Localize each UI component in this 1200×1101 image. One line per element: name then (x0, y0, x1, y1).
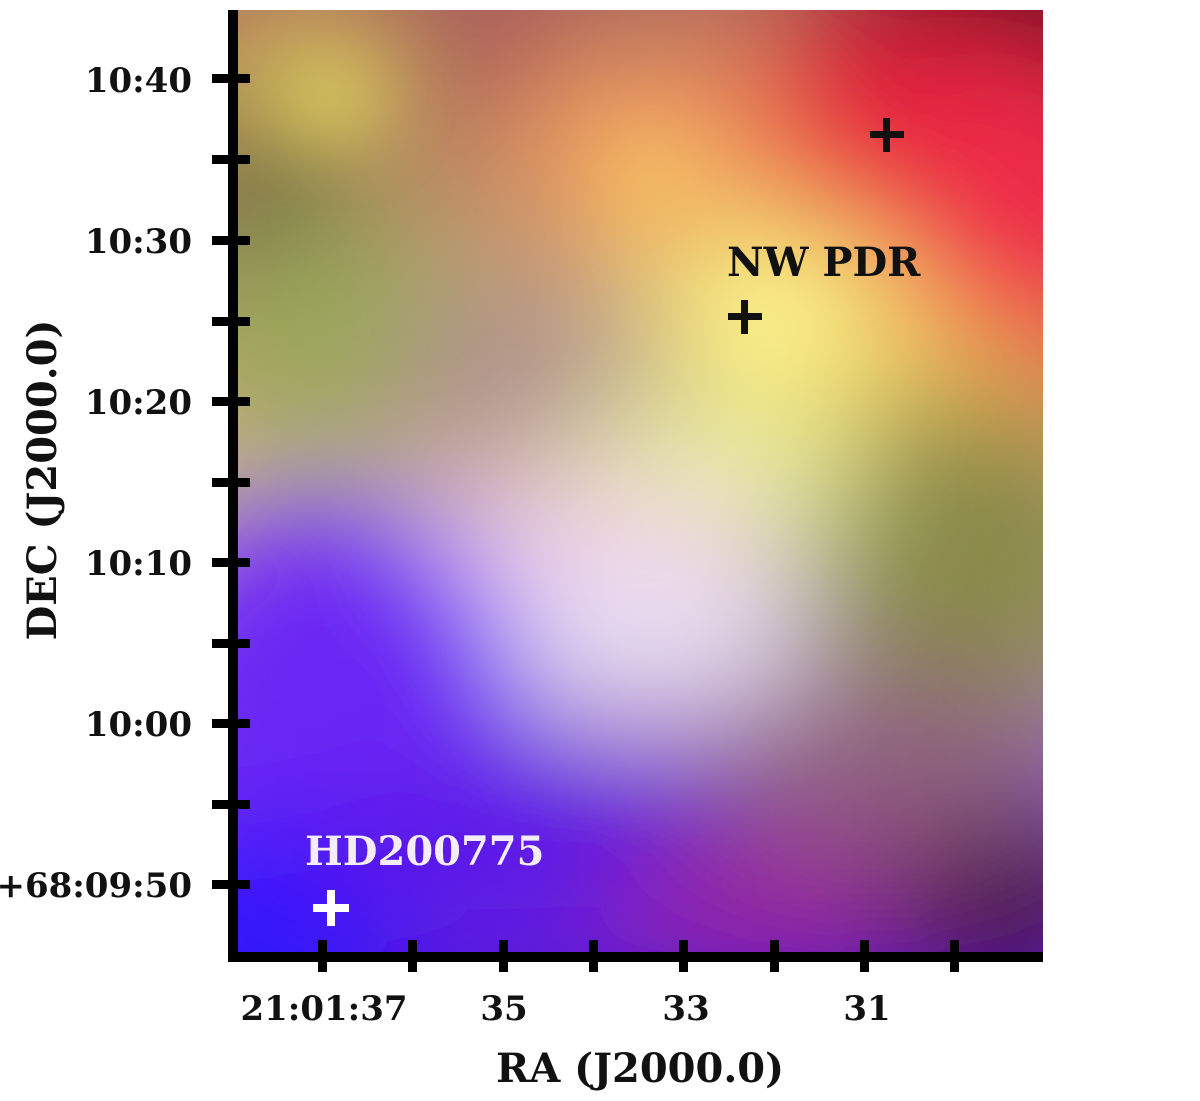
x-tick (318, 940, 327, 972)
y-tick (212, 236, 250, 245)
image-frame-bottom (228, 952, 1043, 962)
y-tick (212, 639, 250, 648)
x-tick (770, 940, 779, 972)
x-tick-label: 35 (480, 989, 527, 1029)
y-tick (212, 155, 250, 164)
nw-pdr-label: NW PDR (727, 239, 921, 286)
x-tick-label: 21:01:37 (240, 989, 407, 1029)
x-axis-title: RA (J2000.0) (496, 1045, 784, 1092)
nw-pdr-cross-marker (728, 300, 762, 334)
y-tick (212, 317, 250, 326)
y-tick (212, 558, 250, 567)
nebula-image (233, 10, 1043, 955)
x-axis-tick-labels: 21:01:37 35 33 31 (240, 989, 890, 1029)
x-tick-label: 33 (662, 989, 709, 1029)
y-tick-label: 10:30 (85, 222, 192, 262)
x-tick (589, 940, 598, 972)
y-axis-ticks (212, 74, 250, 889)
x-axis-ticks (318, 940, 959, 972)
hd200775-label: HD200775 (305, 828, 544, 875)
y-tick-label: 10:40 (85, 61, 192, 101)
y-tick (212, 719, 250, 728)
y-tick-label: +68:09:50 (0, 866, 192, 906)
y-tick (212, 397, 250, 406)
y-tick-label: 10:10 (85, 544, 192, 584)
x-tick (499, 940, 508, 972)
hd200775-cross-marker (313, 890, 349, 926)
y-tick-label: 10:20 (85, 383, 192, 423)
y-tick (212, 478, 250, 487)
x-tick (679, 940, 688, 972)
y-tick (212, 74, 250, 83)
y-axis-tick-labels: 10:40 10:30 10:20 10:10 10:00 +68:09:50 (0, 61, 192, 906)
x-tick (950, 940, 959, 972)
y-tick (212, 800, 250, 809)
y-axis-title: DEC (J2000.0) (19, 320, 66, 641)
x-tick-label: 31 (843, 989, 890, 1029)
upper-right-cross-marker (870, 118, 904, 152)
y-tick-label: 10:00 (85, 705, 192, 745)
y-tick (212, 880, 250, 889)
x-tick (408, 940, 417, 972)
x-tick (860, 940, 869, 972)
